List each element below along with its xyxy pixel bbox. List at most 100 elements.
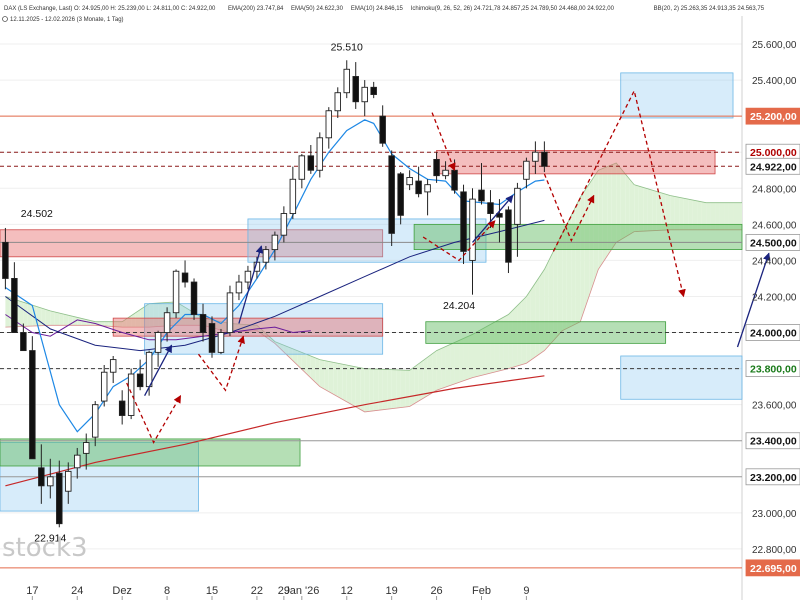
projection-arrow <box>197 335 245 392</box>
candle-up <box>154 332 162 353</box>
cloud-segment <box>674 196 680 230</box>
x-tick-label: 15 <box>206 585 218 597</box>
candle-down <box>541 151 548 167</box>
candle-up <box>343 68 350 94</box>
candle-down <box>199 314 207 333</box>
cloud-segment <box>616 163 621 243</box>
cloud-segment <box>423 357 428 399</box>
cloud-segment <box>733 202 738 230</box>
projection-arrow <box>422 220 496 262</box>
cloud-segment <box>27 303 33 327</box>
cloud-segment <box>557 233 563 336</box>
candle-up <box>91 404 99 438</box>
cloud-segment <box>715 202 720 230</box>
cloud-segment <box>342 364 347 402</box>
cloud-segment <box>360 367 365 412</box>
cloud-segment <box>436 348 442 391</box>
red-zone <box>0 229 384 258</box>
price-annotation: 22.914 <box>34 533 66 545</box>
candle-up <box>424 184 431 193</box>
trend-arrows <box>126 89 771 444</box>
projection-arrow <box>126 382 182 444</box>
cloud-segment <box>517 300 522 366</box>
cloud-segment <box>149 303 154 328</box>
candle-up <box>523 160 530 180</box>
projection-arrow <box>552 89 686 298</box>
price-tag <box>745 324 800 341</box>
price-tag-label: 24.000,00 <box>750 328 797 340</box>
ichimoku-cloud <box>5 162 742 413</box>
price-annotation: 24.502 <box>21 208 53 220</box>
price-tag-label: 25.000,00 <box>750 147 797 159</box>
red-zone <box>112 317 384 337</box>
cloud-segment <box>23 302 28 327</box>
y-tick-label: 24.600,00 <box>752 220 797 231</box>
price-tag-label: 23.400,00 <box>750 436 797 448</box>
cloud-segment <box>463 336 469 381</box>
cloud-segment <box>629 179 635 235</box>
cloud-segment <box>503 314 509 370</box>
price-tag-label: 22.695,00 <box>750 563 797 575</box>
price-annotations: 25.510 24.502 24.204 22.914 <box>21 41 475 544</box>
candle-up <box>65 470 72 492</box>
cloud-segment <box>400 370 406 408</box>
header-ohlc: DAX (LS Exchange, Last) O: 24.925,00 H: … <box>4 6 216 12</box>
candle-up <box>163 312 171 333</box>
candle-down <box>29 350 36 460</box>
cloud-segment <box>256 325 262 334</box>
chart-header: DAX (LS Exchange, Last) O: 24.925,00 H: … <box>2 6 765 23</box>
candle-down <box>307 155 315 171</box>
x-tick-label: 19 <box>386 585 398 597</box>
candle-up <box>316 137 324 171</box>
price-tag-label: 23.200,00 <box>750 472 797 484</box>
price-annotation: 24.204 <box>443 300 475 312</box>
candle-up <box>406 177 413 186</box>
cloud-segment <box>688 199 693 230</box>
candle-down <box>505 209 512 263</box>
candle-down <box>460 191 467 252</box>
candle-up <box>172 270 180 314</box>
candle-up <box>109 359 117 373</box>
cloud-segment <box>710 202 716 230</box>
indicator-label: BB(20, 2) 25.263,35 24.913,35 24.563,75 <box>654 6 765 12</box>
cloud-segment <box>378 369 383 411</box>
candle-up <box>361 86 368 103</box>
price-tag <box>745 559 800 577</box>
cloud-segment <box>310 355 316 383</box>
cloud-segment <box>104 321 109 327</box>
cloud-segment <box>185 307 190 326</box>
cloud-segment <box>418 360 424 402</box>
cloud-segment <box>328 361 334 395</box>
candle-down <box>433 158 440 177</box>
indicator-label: EMA(50) 24.622,30 <box>291 6 344 12</box>
cloud-segment <box>701 201 707 230</box>
price-tag <box>745 107 800 125</box>
y-tick-label: 24.400,00 <box>752 256 797 267</box>
cloud-segment <box>571 206 576 327</box>
cloud-segment <box>194 312 199 326</box>
cloud-segment <box>50 310 55 326</box>
blue-zone <box>620 355 743 400</box>
x-tick-label: Jan '26 <box>284 585 319 597</box>
cloud-segment <box>77 317 82 326</box>
candle-up <box>514 187 521 225</box>
cloud-segment <box>656 191 662 231</box>
cloud-segment <box>144 303 150 328</box>
indicator-label: Ichimoku(9, 26, 52, 26) 24.721,78 24.857… <box>411 6 615 12</box>
cloud-segment <box>337 363 343 400</box>
candle-down <box>208 323 216 353</box>
cloud-segment <box>477 329 482 377</box>
candle-down <box>118 400 126 416</box>
candle-down <box>415 180 422 195</box>
cloud-segment <box>454 340 460 384</box>
trend-arrow <box>472 194 514 243</box>
x-tick-label: 12 <box>341 585 353 597</box>
cloud-segment <box>638 186 644 232</box>
cloud-segment <box>220 321 226 332</box>
candle-down <box>388 155 395 234</box>
candle-up <box>262 249 270 263</box>
cloud-segment <box>54 311 60 326</box>
cloud-segment <box>432 350 437 393</box>
projection-arrow <box>431 112 456 172</box>
candle-up <box>289 178 297 214</box>
